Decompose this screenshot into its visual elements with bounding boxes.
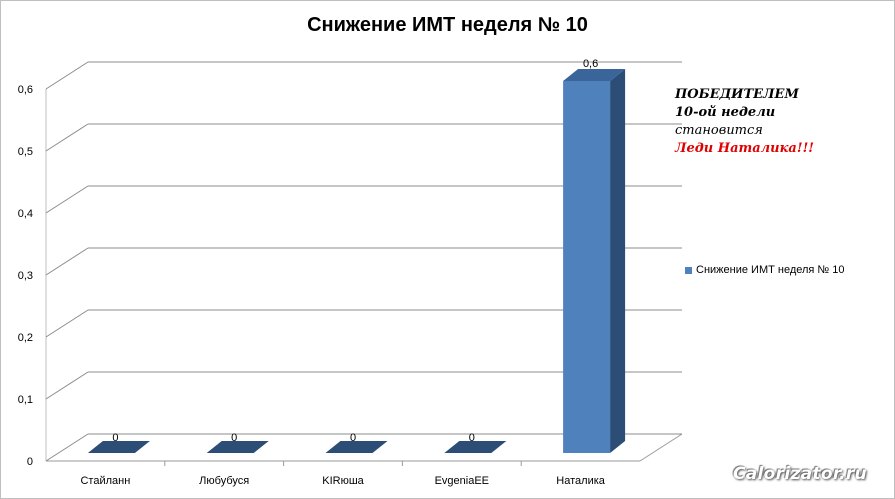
bar [325, 441, 388, 453]
winner-note-line1: ПОБЕДИТЕЛЕМ [675, 87, 799, 102]
y-tick-label: 0,5 [18, 146, 33, 158]
winner-note-line2: 10-ой недели [675, 105, 776, 120]
winner-note-line3: становится [675, 123, 763, 138]
winner-note-line4: Леди Наталика!!! [675, 141, 814, 156]
gridline-slant [45, 309, 89, 338]
gridline-slant [45, 185, 89, 214]
gridline-slant [45, 371, 89, 400]
data-label: 0 [112, 432, 118, 444]
x-tick-label: EvgeniaEE [435, 475, 489, 487]
gridline-slant [45, 123, 89, 152]
bar [444, 441, 507, 453]
bar-side [610, 69, 626, 453]
data-label: 0,6 [583, 58, 598, 70]
y-tick-label: 0 [27, 456, 33, 468]
x-tick-label: Наталика [556, 475, 605, 487]
floor-side-edge [639, 433, 683, 462]
bar [206, 441, 269, 453]
gridline-slant [45, 433, 89, 462]
data-label: 0 [469, 432, 475, 444]
legend-label: Снижение ИМТ неделя № 10 [696, 264, 845, 276]
y-tick-label: 0,4 [18, 208, 33, 220]
watermark: Calorizator.ru [733, 464, 867, 484]
y-tick-label: 0,3 [18, 270, 33, 282]
gridline-slant [45, 61, 89, 90]
y-tick-label: 0,2 [18, 332, 33, 344]
chart-title: Снижение ИМТ неделя № 10 [307, 14, 588, 36]
bar [563, 81, 611, 453]
legend-swatch [685, 266, 692, 274]
winner-note: ПОБЕДИТЕЛЕМ 10-ой недели становится Леди… [675, 86, 814, 158]
bar-top [563, 69, 626, 81]
legend: Снижение ИМТ неделя № 10 [685, 264, 845, 276]
gridline-slant [45, 247, 89, 276]
data-label: 0 [350, 432, 356, 444]
y-tick-label: 0,6 [18, 84, 33, 96]
x-tick-label: Стайланн [80, 475, 130, 487]
y-tick-label: 0,1 [18, 394, 33, 406]
x-tick-label: KIRюша [322, 475, 364, 487]
x-tick-label: Любубуся [199, 475, 249, 487]
bar [87, 441, 150, 453]
data-label: 0 [231, 432, 237, 444]
